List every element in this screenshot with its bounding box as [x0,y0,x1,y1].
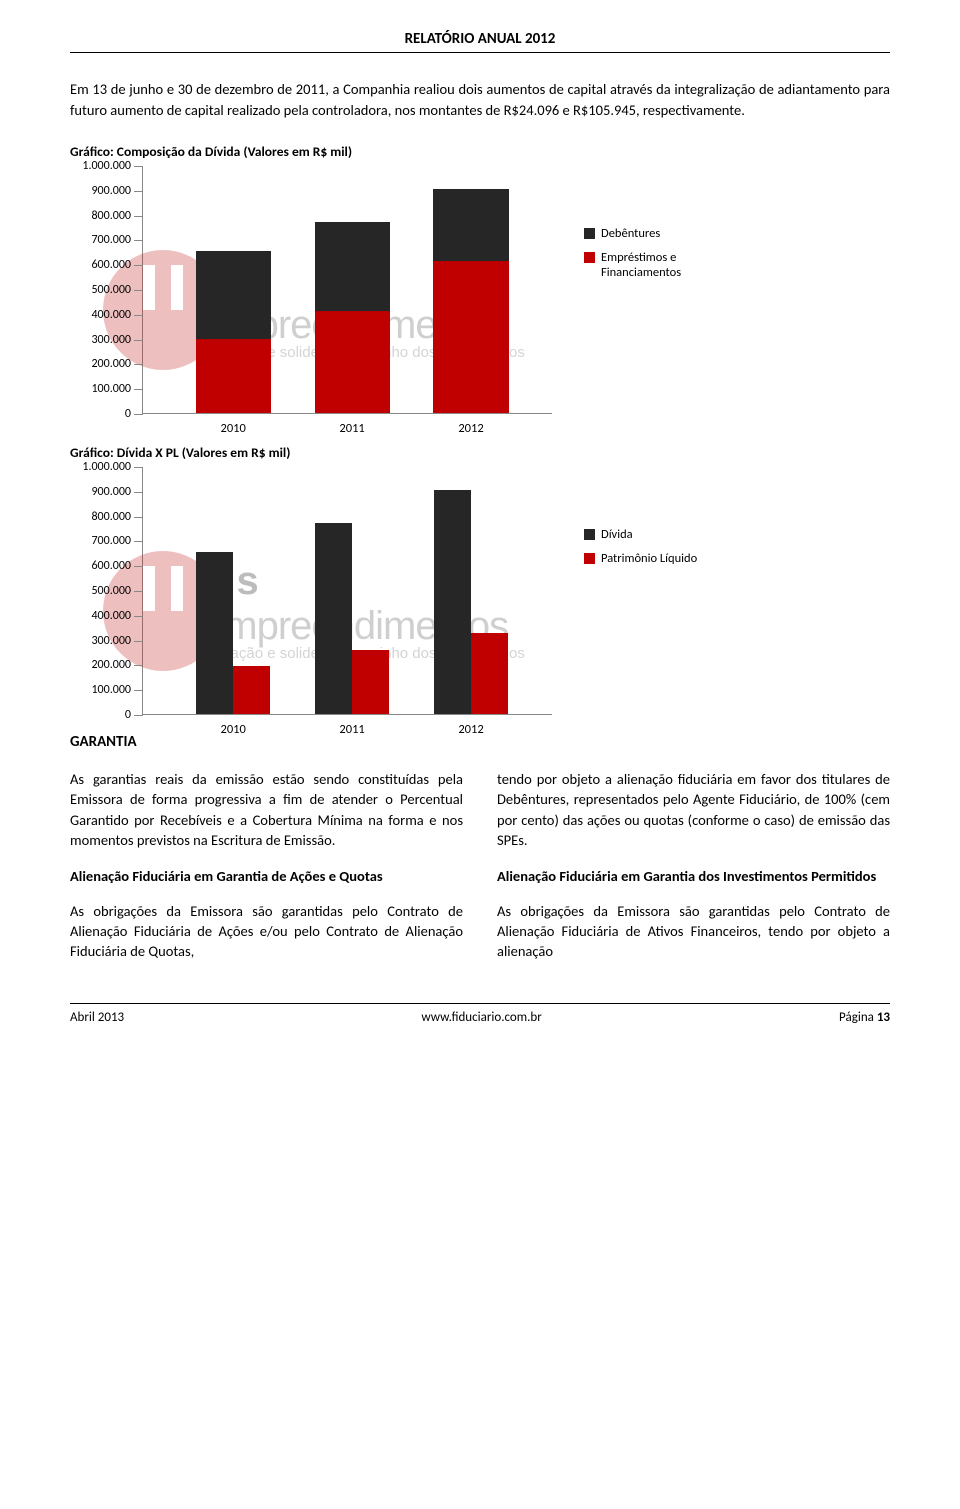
y-tick-label: 0 [71,407,143,421]
bar-stack [196,251,271,413]
legend-label: Empréstimos e Financiamentos [601,250,731,281]
y-tick-label: 1.000.000 [71,159,143,173]
legend-swatch [584,553,595,564]
x-tick-label: 2010 [221,714,246,737]
y-tick-label: 400.000 [71,609,143,623]
garantia-right-subheading: Alienação Fiduciária em Garantia dos Inv… [497,866,890,886]
x-tick-label: 2012 [458,714,483,737]
bar-segment [315,222,390,311]
page-footer: Abril 2013 www.fiduciario.com.br Página … [70,1003,890,1045]
garantia-left-p2: As obrigações da Emissora são garantidas… [70,901,463,962]
chart1-legend: Debêntures Empréstimos e Financiamentos [584,226,731,289]
y-tick-label: 100.000 [71,683,143,697]
bar [471,633,508,714]
legend-item: Patrimônio Líquido [584,551,697,567]
y-tick-label: 500.000 [71,584,143,598]
legend-label: Patrimônio Líquido [601,551,697,567]
chart2-legend: Dívida Patrimônio Líquido [584,527,697,574]
x-tick-label: 2011 [339,413,364,436]
footer-left: Abril 2013 [70,1010,124,1025]
y-tick-label: 800.000 [71,209,143,223]
bar [315,523,352,714]
chart1-title: Gráfico: Composição da Dívida (Valores e… [70,143,890,160]
garantia-left-col: As garantias reais da emissão estão send… [70,769,463,977]
bar-segment [433,261,508,414]
y-tick-label: 900.000 [71,184,143,198]
chart-composicao-divida: Gráfico: Composição da Dívida (Valores e… [70,143,890,414]
y-tick-label: 300.000 [71,333,143,347]
y-tick-label: 700.000 [71,233,143,247]
chart2-plot: o s empreendimentos inovação e solidez d… [142,467,552,715]
garantia-columns: As garantias reais da emissão estão send… [70,769,890,977]
garantia-left-subheading: Alienação Fiduciária em Garantia de Açõe… [70,866,463,886]
footer-page-number: 13 [877,1010,890,1025]
footer-right: Página 13 [839,1010,890,1025]
y-tick-label: 700.000 [71,534,143,548]
bar-stack [433,189,508,413]
legend-item: Dívida [584,527,697,543]
y-tick-label: 600.000 [71,559,143,573]
y-tick-label: 200.000 [71,658,143,672]
x-tick-label: 2010 [221,413,246,436]
footer-page-label: Página [839,1010,877,1025]
chart-divida-x-pl: Gráfico: Dívida X PL (Valores em R$ mil)… [70,444,890,715]
garantia-right-col: tendo por objeto a alienação fiduciária … [497,769,890,977]
x-tick-label: 2011 [339,714,364,737]
bar [434,490,471,714]
y-tick-label: 400.000 [71,308,143,322]
footer-center: www.fiduciario.com.br [421,1010,541,1025]
legend-label: Dívida [601,527,633,543]
legend-swatch [584,529,595,540]
chart1-plot: o s empreendimentos inovação e solidez d… [142,166,552,414]
y-tick-label: 1.000.000 [71,460,143,474]
garantia-left-p1: As garantias reais da emissão estão send… [70,769,463,850]
y-tick-label: 500.000 [71,283,143,297]
x-tick-label: 2012 [458,413,483,436]
legend-swatch [584,228,595,239]
y-tick-label: 0 [71,708,143,722]
y-tick-label: 600.000 [71,258,143,272]
bar-segment [315,311,390,413]
legend-item: Empréstimos e Financiamentos [584,250,731,281]
bar-segment [196,339,271,413]
bar [196,552,233,714]
y-tick-label: 900.000 [71,485,143,499]
page-header-title: RELATÓRIO ANUAL 2012 [70,30,890,53]
bar-segment [433,189,508,261]
garantia-right-p2: As obrigações da Emissora são garantidas… [497,901,890,962]
bar [233,666,270,714]
legend-swatch [584,252,595,263]
y-tick-label: 800.000 [71,510,143,524]
garantia-right-p1: tendo por objeto a alienação fiduciária … [497,769,890,850]
y-tick-label: 100.000 [71,382,143,396]
legend-item: Debêntures [584,226,731,242]
y-tick-label: 200.000 [71,357,143,371]
y-tick-label: 300.000 [71,634,143,648]
bar [352,650,389,714]
bar-segment [196,251,271,339]
legend-label: Debêntures [601,226,660,242]
chart2-title: Gráfico: Dívida X PL (Valores em R$ mil) [70,444,890,461]
intro-paragraph: Em 13 de junho e 30 de dezembro de 2011,… [70,79,890,121]
bar-stack [315,222,390,413]
